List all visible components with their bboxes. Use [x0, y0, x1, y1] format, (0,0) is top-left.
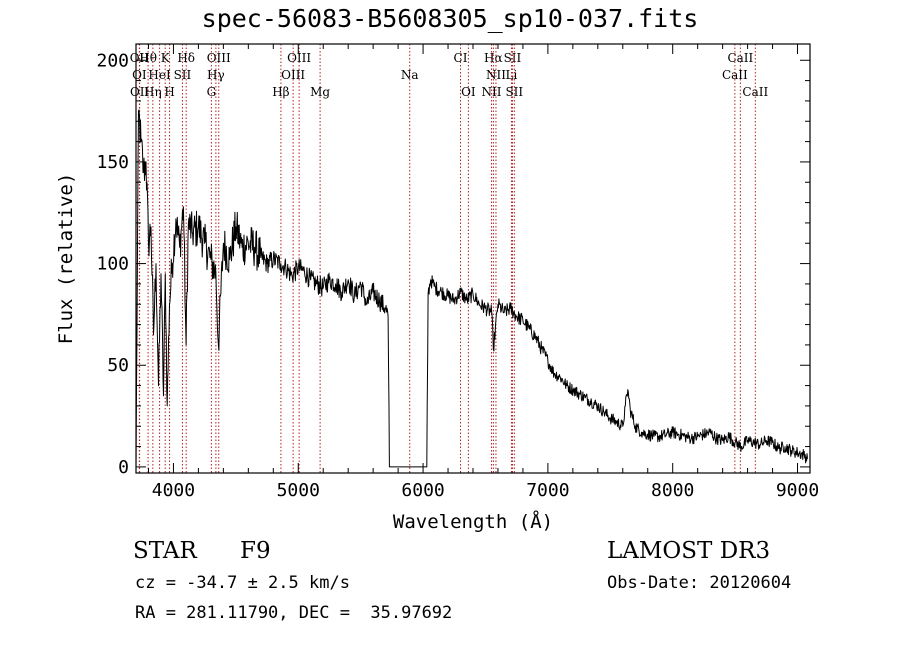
x-tick-label: 8000 — [651, 480, 694, 501]
object-class: STAR — [133, 538, 197, 564]
marker-label: SII — [504, 51, 522, 65]
x-tick-label: 7000 — [526, 480, 569, 501]
y-tick-label: 0 — [118, 457, 129, 478]
marker-label: OIII — [281, 68, 305, 82]
survey-name: LAMOST DR3 — [607, 538, 771, 564]
observation-date: Obs-Date: 20120604 — [607, 573, 792, 593]
marker-label: Hη — [144, 85, 162, 99]
spectral-subclass: F9 — [240, 538, 271, 564]
marker-label: OIII — [207, 51, 231, 65]
marker-label: NII — [481, 85, 501, 99]
marker-label: CI — [454, 51, 468, 65]
spectrum-line — [135, 109, 808, 468]
marker-label: SII — [505, 85, 523, 99]
x-axis-label: Wavelength (Å) — [393, 510, 553, 533]
marker-label: OIII — [287, 51, 311, 65]
marker-label: Hβ — [272, 85, 289, 99]
marker-label: H — [164, 85, 174, 99]
x-tick-label: 5000 — [277, 480, 320, 501]
x-tick-label: 9000 — [776, 480, 819, 501]
marker-label: K — [161, 51, 171, 65]
marker-label: Hα — [484, 51, 503, 65]
x-tick-label: 6000 — [401, 480, 444, 501]
marker-label: Hγ — [207, 68, 225, 82]
marker-label: OII — [130, 85, 150, 99]
marker-label: Mg — [310, 85, 330, 99]
x-tick-label: 4000 — [152, 480, 195, 501]
spectrum-layer — [135, 109, 808, 468]
marker-label: SII — [174, 68, 192, 82]
y-axis-label: Flux (relative) — [55, 173, 77, 345]
marker-label: CaII — [727, 51, 753, 65]
x-axis: 4000 5000 6000 7000 8000 9000 — [147, 44, 819, 501]
y-tick-label: 150 — [96, 152, 129, 173]
marker-label: HeI — [148, 68, 171, 82]
chart-title: spec-56083-B5608305_sp10-037.fits — [201, 4, 699, 33]
marker-label: Na — [401, 68, 419, 82]
coordinates: RA = 281.11790, DEC = 35.97692 — [135, 603, 453, 623]
y-tick-label: 100 — [96, 254, 129, 275]
marker-label: Li — [506, 68, 518, 82]
plot-frame — [135, 43, 811, 474]
y-axis: 0 50 100 150 200 — [96, 50, 810, 478]
marker-label: CaII — [742, 85, 768, 99]
velocity-readout: cz = -34.7 ± 2.5 km/s — [135, 573, 350, 593]
marker-label: G — [207, 85, 217, 99]
marker-label: NII — [486, 68, 506, 82]
marker-label: OI — [461, 85, 476, 99]
marker-label: CaII — [722, 68, 748, 82]
marker-label: Hδ — [177, 51, 195, 65]
y-tick-label: 50 — [107, 355, 129, 376]
y-tick-label: 200 — [96, 50, 129, 71]
